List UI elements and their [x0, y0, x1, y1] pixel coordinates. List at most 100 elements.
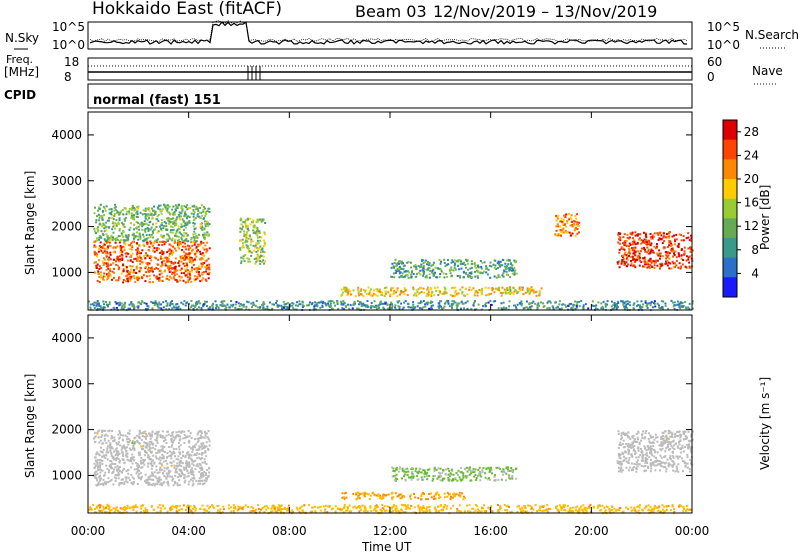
scatter-cell [574, 214, 577, 217]
scatter-cell [642, 430, 645, 433]
scatter-cell [199, 434, 202, 437]
scatter-cell [529, 291, 532, 294]
scatter-cell [420, 476, 423, 479]
scatter-cell [686, 453, 689, 456]
scatter-cell [454, 262, 456, 265]
scatter-cell [136, 259, 139, 262]
scatter-cell [205, 268, 208, 271]
scatter-cell [145, 482, 148, 484]
scatter-cell [474, 264, 477, 267]
scatter-cell [490, 265, 493, 268]
cpid-panel [87, 83, 693, 109]
scatter-cell [675, 233, 678, 236]
scatter-cell [128, 207, 131, 210]
scatter-cell [169, 231, 172, 234]
scatter-cell [414, 293, 417, 296]
scatter-cell [622, 236, 625, 239]
scatter-cell [155, 469, 158, 472]
scatter-cell [254, 244, 257, 247]
scatter-cell [470, 266, 473, 269]
scatter-cell [172, 271, 175, 274]
scatter-cell [439, 273, 442, 275]
scatter-cell [226, 303, 229, 306]
scatter-cell [507, 263, 510, 266]
scatter-cell [432, 263, 435, 266]
scatter-cell [259, 306, 262, 308]
scatter-cell [287, 307, 290, 310]
scatter-cell [155, 257, 158, 260]
scatter-cell [617, 260, 620, 263]
scatter-cell [114, 222, 117, 225]
scatter-cell [249, 236, 252, 239]
scatter-cell [447, 473, 450, 476]
scatter-cell [245, 225, 247, 228]
scatter-cell [622, 431, 625, 434]
scatter-cell [389, 302, 392, 305]
scatter-cell [131, 453, 134, 456]
scatter-cell [149, 483, 152, 486]
scatter-cell [184, 213, 187, 216]
scatter-cell [503, 469, 506, 472]
scatter-cell [677, 431, 680, 434]
scatter-cell [203, 479, 206, 482]
scatter-cell [164, 262, 167, 265]
scatter-cell [542, 302, 544, 305]
scatter-cell [400, 267, 403, 270]
scatter-cell [120, 471, 123, 473]
scatter-cell [342, 303, 345, 306]
scatter-cell [179, 241, 182, 244]
scatter-cell [624, 243, 627, 245]
colorbar-segment [723, 179, 737, 200]
scatter-cell [131, 483, 134, 486]
scatter-cell [435, 276, 438, 279]
scatter-cell [621, 247, 624, 249]
scatter-cell [449, 272, 452, 275]
scatter-cell [187, 472, 190, 475]
scatter-cell [480, 265, 483, 268]
scatter-cell [617, 233, 620, 236]
scatter-cell [620, 462, 623, 465]
scatter-cell [406, 273, 409, 276]
scatter-cell [181, 218, 184, 221]
scatter-cell [447, 259, 449, 261]
scatter-cell [114, 206, 117, 208]
scatter-cell [672, 463, 675, 466]
scatter-cell [562, 227, 565, 230]
scatter-cell [639, 256, 641, 259]
scatter-cell [175, 308, 178, 311]
scatter-cell [245, 244, 248, 247]
scatter-cell [101, 260, 104, 263]
scatter-cell [564, 229, 567, 232]
scatter-cell [620, 434, 623, 437]
scatter-cell [656, 243, 658, 245]
scatter-cell [664, 430, 667, 433]
scatter-cell [625, 303, 628, 306]
scatter-cell [659, 460, 662, 463]
scatter-cell [503, 270, 506, 273]
scatter-cell [434, 497, 437, 500]
scatter-cell [631, 255, 634, 258]
scatter-cell [174, 471, 177, 474]
scatter-cell [99, 439, 102, 442]
scatter-cell [370, 304, 373, 307]
scatter-cell [160, 219, 163, 221]
scatter-cell [193, 218, 196, 221]
scatter-cell [224, 307, 227, 310]
scatter-cell [525, 306, 528, 309]
scatter-cell [181, 255, 184, 258]
scatter-cell [205, 441, 208, 444]
scatter-cell [207, 438, 210, 441]
scatter-cell [135, 265, 138, 268]
scatter-cell [643, 238, 646, 241]
scatter-cell [342, 288, 345, 291]
scatter-cell [512, 469, 515, 472]
scatter-cell [123, 305, 126, 308]
scatter-cell [206, 249, 209, 252]
scatter-cell [457, 292, 460, 295]
scatter-cell [555, 219, 558, 222]
scatter-cell [187, 456, 190, 459]
scatter-cell [398, 306, 401, 309]
scatter-cell [439, 290, 442, 293]
scatter-cell [678, 266, 681, 269]
scatter-cell [656, 436, 659, 439]
